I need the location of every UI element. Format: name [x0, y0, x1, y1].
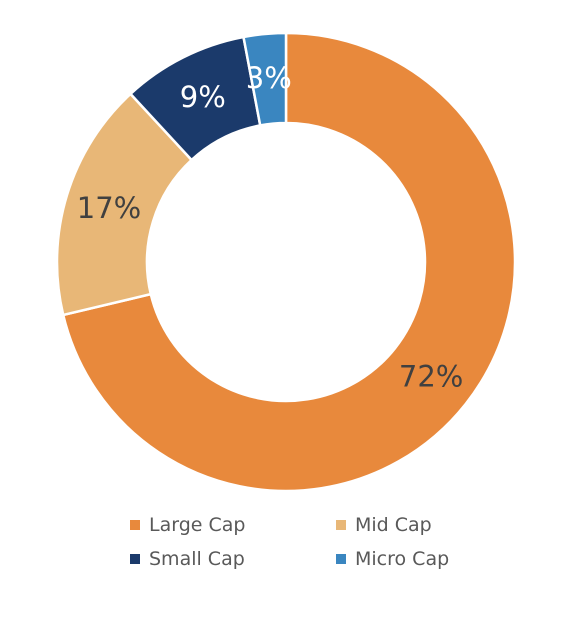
- legend-swatch-small-cap: [130, 554, 140, 564]
- data-label-small-cap: 9%: [180, 80, 226, 114]
- donut-chart: 72% 17% 9% 3%: [55, 31, 517, 493]
- legend-swatch-mid-cap: [336, 520, 346, 530]
- legend-label-large-cap: Large Cap: [149, 514, 246, 536]
- legend-item-mid-cap: Mid Cap: [336, 514, 486, 536]
- data-label-mid-cap: 17%: [77, 191, 141, 225]
- legend: Large Cap Mid Cap Small Cap Micro Cap: [130, 514, 490, 570]
- legend-item-small-cap: Small Cap: [130, 548, 336, 570]
- data-label-micro-cap: 3%: [246, 61, 292, 95]
- legend-label-micro-cap: Micro Cap: [355, 548, 450, 570]
- data-label-large-cap: 72%: [399, 360, 463, 394]
- legend-label-mid-cap: Mid Cap: [355, 514, 432, 536]
- donut-slice-micro-cap: [242, 31, 288, 127]
- donut-slices: [55, 31, 517, 493]
- donut-labels: 72% 17% 9% 3%: [77, 61, 464, 394]
- legend-item-micro-cap: Micro Cap: [336, 548, 486, 570]
- legend-item-large-cap: Large Cap: [130, 514, 336, 536]
- legend-swatch-large-cap: [130, 520, 140, 530]
- legend-swatch-micro-cap: [336, 554, 346, 564]
- donut-slice-mid-cap: [55, 92, 194, 317]
- donut-slice-large-cap: [61, 31, 517, 493]
- legend-label-small-cap: Small Cap: [149, 548, 245, 570]
